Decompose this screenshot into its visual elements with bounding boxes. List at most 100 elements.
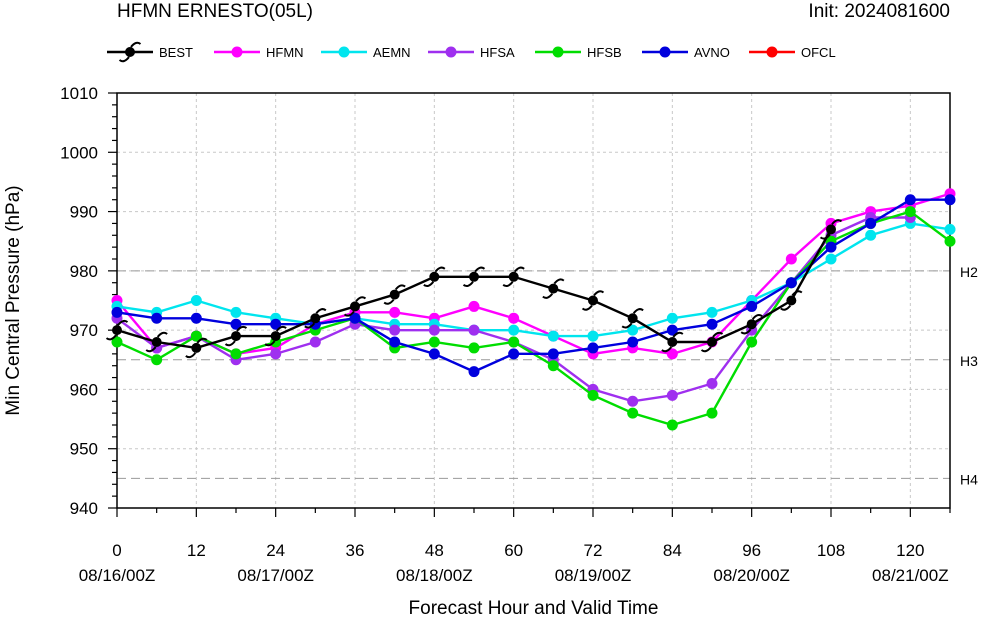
data-point-hfsb	[508, 336, 520, 348]
x-date-label: 08/17/00Z	[237, 566, 314, 585]
legend-item-hfsa: HFSA	[428, 45, 515, 60]
hurricane-icon-arm	[156, 331, 168, 338]
data-point-avno	[547, 348, 559, 360]
x-tick-label: 24	[266, 541, 285, 560]
hurricane-icon-eye	[350, 301, 360, 312]
x-date-label: 08/19/00Z	[555, 566, 632, 585]
data-point-avno	[825, 241, 837, 253]
data-point-hfsb	[547, 360, 559, 372]
hurricane-icon-arm	[513, 266, 525, 273]
hurricane-icon-eye	[826, 224, 836, 235]
x-tick-label: 120	[896, 541, 924, 560]
x-tick-label: 36	[346, 541, 365, 560]
data-point-aemn	[865, 229, 877, 241]
legend-item-best: BEST	[107, 41, 193, 63]
legend-label: BEST	[159, 45, 193, 60]
data-point-avno	[746, 300, 758, 312]
data-point-hfsa	[270, 348, 282, 360]
data-point-hfsa	[706, 378, 718, 389]
hurricane-icon-arm	[224, 340, 236, 347]
y-tick-label: 960	[70, 380, 98, 399]
hurricane-icon	[304, 308, 327, 329]
hurricane-icon-arm	[780, 304, 792, 311]
hurricane-icon-arm	[145, 346, 157, 353]
data-point-aemn	[666, 312, 678, 324]
y-tick-label: 990	[70, 203, 98, 222]
x-tick-label: 96	[742, 541, 761, 560]
hurricane-icon-arm	[791, 290, 803, 297]
hurricane-icon-arm	[553, 278, 565, 285]
hurricane-icon-arm	[751, 313, 763, 320]
hurricane-icon	[462, 266, 486, 288]
data-point-aemn	[587, 330, 599, 342]
hurricane-icon-eye	[231, 331, 241, 342]
x-tick-label: 48	[425, 541, 444, 560]
hurricane-icon-arm	[632, 308, 644, 314]
series-hfsb	[111, 206, 956, 431]
hurricane-icon-arm	[542, 293, 554, 299]
hurricane-icon	[118, 41, 142, 63]
hurricane-icon-eye	[151, 337, 162, 347]
legend-label: HFMN	[266, 45, 304, 60]
data-point-avno	[865, 217, 877, 229]
category-label: H2	[960, 264, 978, 280]
hurricane-icon	[185, 337, 208, 359]
hurricane-icon-arm	[593, 290, 605, 297]
legend-label: AEMN	[373, 45, 411, 60]
data-point-avno	[190, 312, 202, 324]
hurricane-icon	[819, 219, 843, 240]
data-point-hfmn	[468, 300, 480, 312]
data-point-hfsb	[468, 342, 480, 354]
data-point-aemn	[508, 324, 520, 336]
x-date-label: 08/20/00Z	[713, 566, 790, 585]
data-point-hfsb	[627, 407, 639, 419]
series-line-avno	[116, 198, 950, 373]
data-point-hfmn	[666, 348, 678, 360]
data-point-hfsa	[309, 336, 321, 348]
series-line-hfmn	[116, 192, 951, 356]
data-point-avno	[508, 348, 520, 360]
data-point-hfmn	[785, 253, 797, 265]
hurricane-icon-arm	[462, 281, 474, 288]
legend-marker	[338, 46, 350, 58]
y-tick-label: 970	[70, 321, 98, 340]
data-point-avno	[706, 318, 718, 330]
data-point-aemn	[627, 324, 639, 336]
y-tick-label: 980	[70, 262, 98, 281]
hurricane-icon	[423, 266, 446, 288]
series-layer	[105, 188, 956, 431]
hurricane-icon-arm	[275, 325, 287, 332]
hurricane-icon-arm	[474, 266, 486, 273]
y-axis: 940 950 960 970 980 990 1000 1010	[60, 84, 117, 518]
hurricane-icon-eye	[389, 289, 400, 300]
legend: BEST HFMN AEMN HFSA HFSB AVNO OFCL	[107, 41, 836, 63]
hurricane-icon-arm	[355, 296, 367, 303]
x-axis-label: Forecast Hour and Valid Time	[409, 598, 659, 618]
y-axis-label: Min Central Pressure (hPa)	[3, 185, 24, 415]
data-point-hfsa	[666, 389, 678, 401]
y-tick-label: 940	[70, 499, 98, 518]
legend-label: OFCL	[801, 45, 836, 60]
data-point-hfsb	[666, 419, 678, 431]
hurricane-icon-arm	[343, 310, 355, 317]
init-time-label: Init: 2024081600	[808, 1, 950, 22]
hurricane-icon-eye	[191, 342, 202, 353]
hurricane-icon-arm	[130, 41, 142, 48]
hurricane-icon	[780, 290, 803, 311]
data-point-hfsb	[944, 235, 956, 247]
hurricane-icon-arm	[434, 266, 446, 273]
legend-marker	[552, 46, 564, 58]
data-point-hfmn	[508, 312, 520, 324]
hurricane-icon	[383, 284, 406, 305]
hurricane-icon	[224, 325, 248, 347]
hurricane-icon-eye	[786, 295, 797, 306]
hurricane-icon-arm	[700, 346, 712, 353]
y-tick-label: 950	[70, 440, 98, 459]
hurricane-icon	[502, 266, 525, 288]
x-tick-label: 84	[663, 541, 682, 560]
legend-item-hfmn: HFMN	[214, 45, 304, 60]
legend-marker	[659, 46, 671, 58]
hurricane-icon-arm	[621, 322, 633, 329]
data-point-hfsa	[468, 324, 480, 336]
data-point-avno	[785, 277, 797, 289]
